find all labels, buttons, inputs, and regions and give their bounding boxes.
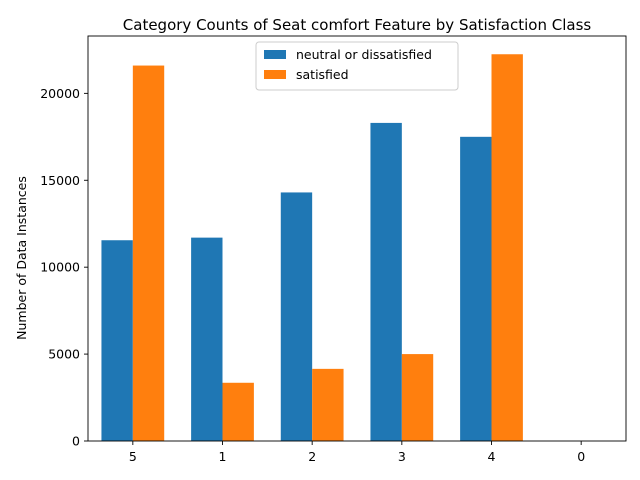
legend-label: neutral or dissatisfied: [296, 47, 432, 62]
bar-satisfied-cat-1: [222, 382, 254, 441]
y-tick-label: 0: [72, 434, 80, 449]
bar-neutral-or-dissatisfied-cat-3: [370, 122, 402, 441]
chart-title: Category Counts of Seat comfort Feature …: [123, 16, 592, 34]
x-tick-label: 2: [308, 449, 316, 464]
y-tick-label: 15000: [40, 173, 80, 188]
x-tick-label: 4: [488, 449, 496, 464]
bar-neutral-or-dissatisfied-cat-4: [460, 136, 492, 441]
y-tick-label: 20000: [40, 86, 80, 101]
plot-area: 0 5000 10000 15000 20000 5 1 2 3 4 0: [40, 35, 627, 464]
x-tick-label: 3: [398, 449, 406, 464]
y-tick-label: 5000: [48, 347, 80, 362]
y-axis-label: Number of Data Instances: [14, 176, 29, 340]
bar-satisfied-cat-2: [312, 368, 344, 441]
legend-label: satisfied: [296, 67, 349, 82]
legend-swatch: [264, 50, 286, 59]
legend-swatch: [264, 70, 286, 79]
x-tick-label: 5: [129, 449, 137, 464]
legend-box: [255, 41, 459, 91]
plot-frame: [87, 35, 627, 442]
bar-satisfied-cat-5: [132, 65, 165, 442]
legend: neutral or dissatisfied satisfied: [255, 41, 459, 91]
bar-satisfied-cat-4: [491, 54, 523, 441]
x-tick-label: 1: [219, 449, 227, 464]
y-tick-label: 10000: [40, 260, 80, 275]
bar-neutral-or-dissatisfied-cat-2: [280, 192, 313, 441]
bar-neutral-or-dissatisfied-cat-5: [101, 240, 133, 441]
bar-neutral-or-dissatisfied-cat-1: [191, 237, 223, 441]
x-tick-label: 0: [577, 449, 585, 464]
bar-satisfied-cat-3: [401, 354, 434, 441]
